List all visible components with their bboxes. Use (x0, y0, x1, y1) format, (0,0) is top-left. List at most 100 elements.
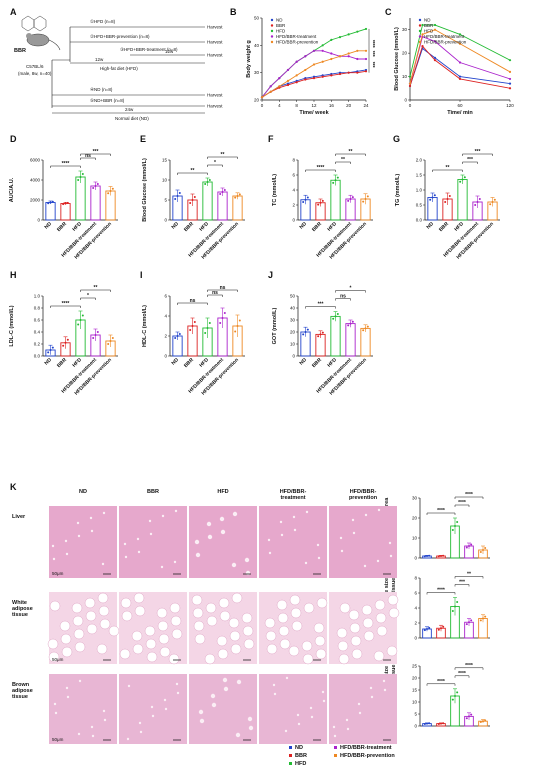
x-tick-label: 8 (295, 103, 298, 108)
tissue-spot (340, 549, 344, 553)
data-point (306, 328, 309, 331)
y-tick-label: 2 (164, 334, 167, 339)
sig-label: ns (220, 285, 226, 291)
data-point (94, 185, 97, 187)
y-axis-label: GOT (mmol/L) (272, 308, 278, 345)
data-point (66, 201, 69, 204)
adipocyte (303, 602, 315, 614)
histology-column-label: BBR (147, 489, 159, 495)
adipocyte (193, 620, 205, 632)
tissue-spot (370, 695, 374, 699)
histology-image (49, 506, 117, 578)
y-tick-label: 1.0 (416, 188, 423, 193)
data-point (176, 195, 179, 197)
y-tick-label: 0.4 (34, 330, 41, 335)
sig-label: **** (317, 165, 325, 171)
bar (45, 202, 56, 221)
adipocyte (363, 630, 375, 642)
harvest-label: Harvest (207, 53, 223, 58)
data-point (454, 525, 456, 527)
y-axis-label: LDL-C (mmol/L) (9, 305, 15, 346)
data-point (408, 84, 412, 88)
data-point (468, 715, 470, 718)
sig-bracket (454, 576, 484, 579)
legend-entry: HFD/BBR-treatment (424, 34, 465, 39)
y-tick-label: 0.0 (34, 354, 41, 359)
tissue-spot (272, 683, 276, 687)
data-point (234, 196, 237, 199)
histology-column-label: HFD/BBR- (280, 489, 307, 495)
tissue-spot (316, 543, 320, 547)
y-tick-label: 0 (37, 218, 40, 223)
data-point (458, 33, 462, 36)
data-point (286, 79, 290, 82)
series-line (261, 50, 366, 98)
data-point (319, 333, 322, 336)
tissue-spot (345, 718, 349, 722)
histology-column-label: HFD/BBR- (350, 489, 377, 495)
data-point (484, 547, 487, 549)
sig-label: ns (85, 153, 91, 159)
tissue-spot (206, 521, 212, 527)
y-axis-label: Blood Glucose (mmol/L) (142, 158, 148, 222)
data-point (206, 327, 209, 329)
data-point (193, 321, 196, 323)
data-point (489, 203, 492, 206)
sig-label: **** (458, 671, 466, 677)
adipocyte (171, 628, 183, 640)
data-point (470, 713, 473, 716)
nd-24w: 24w (125, 107, 134, 112)
data-point (508, 82, 512, 85)
adipocyte (192, 607, 204, 619)
y-tick-label: 6 (292, 173, 295, 178)
adipocyte (98, 605, 110, 617)
tissue-spot (90, 529, 94, 533)
tissue-spot (53, 702, 57, 706)
data-point (491, 201, 494, 203)
mouse-head (26, 33, 32, 39)
y-tick-label: 30 (402, 27, 408, 32)
data-point (236, 325, 239, 327)
adipocyte (337, 640, 349, 652)
tissue-spot (382, 679, 386, 683)
group-legend: ND BBR HFD HFD/BBR-treatment HFD/BBR-prevent… (289, 745, 395, 767)
mouse-label: BBR (14, 48, 26, 54)
data-point (66, 338, 69, 341)
category-label: ND (44, 221, 54, 231)
adipocyte (49, 600, 61, 612)
data-point (479, 551, 482, 553)
data-point (234, 330, 237, 333)
category-label: HFD (198, 357, 210, 369)
adipocyte (276, 599, 288, 611)
data-point (208, 179, 211, 181)
sig-label: ** (341, 157, 345, 163)
adipocyte (61, 646, 73, 658)
tissue-spot (339, 536, 343, 540)
adipocyte (351, 648, 363, 660)
legend-entry: HFD (424, 29, 434, 34)
data-point (433, 40, 437, 43)
chart-K2: 02468Relative adipocyte sizeof white adi… (384, 572, 490, 641)
tissue-spot (66, 695, 70, 699)
tissue-spot (279, 520, 283, 524)
tissue-spot (89, 516, 93, 520)
y-tick-label: 10 (402, 74, 408, 79)
data-point (111, 187, 114, 190)
adipocyte (191, 594, 203, 606)
tissue-spot (357, 702, 361, 706)
data-point (92, 337, 95, 339)
adipocyte (288, 645, 300, 657)
y-tick-label: 1.0 (34, 294, 41, 299)
data-point (468, 621, 470, 624)
chart-K1: 0102030Relative lipid drop areaof liver*… (384, 492, 490, 561)
data-point (295, 74, 298, 77)
data-point (332, 181, 335, 184)
sig-bracket (432, 169, 463, 172)
data-point (366, 195, 369, 198)
sig-label: *** (369, 62, 375, 68)
nd-label: Normal diet (ND) (115, 116, 149, 121)
bar (75, 176, 86, 221)
data-point (454, 695, 456, 697)
tissue-spot (351, 518, 355, 522)
